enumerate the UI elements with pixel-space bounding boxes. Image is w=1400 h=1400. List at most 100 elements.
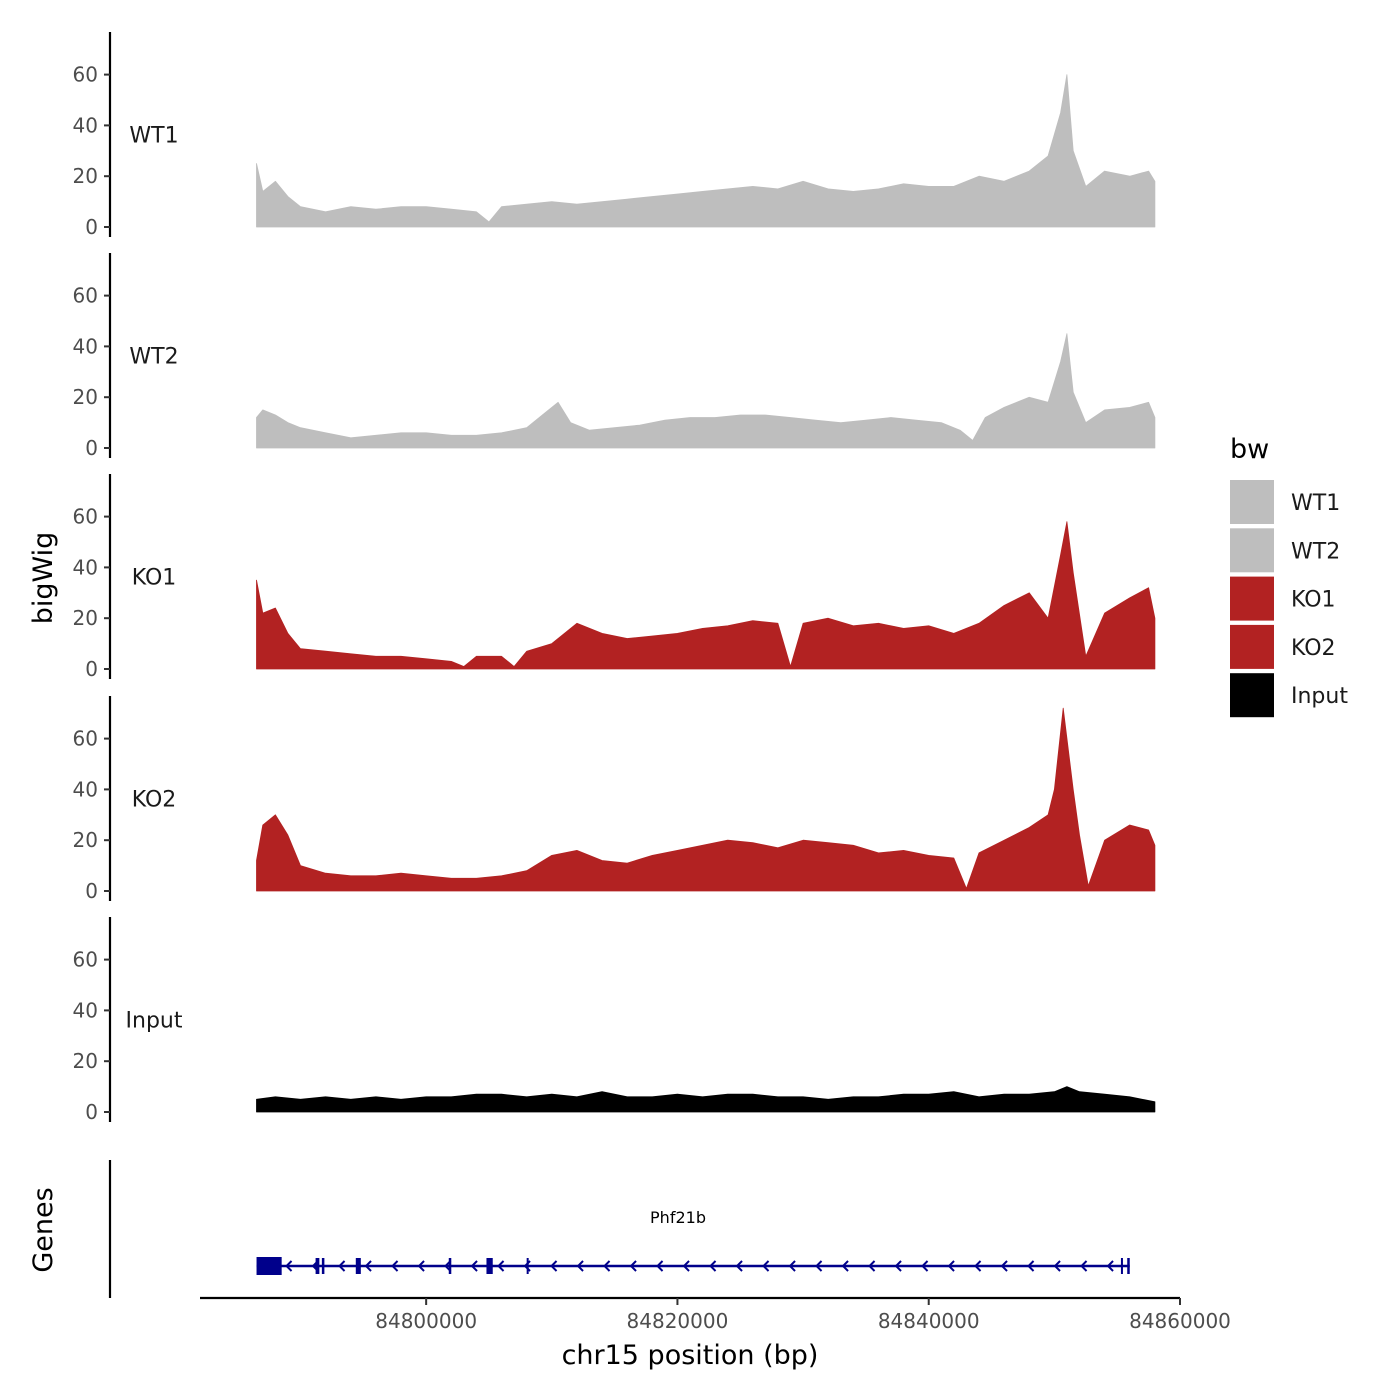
legend-item-input: Input bbox=[1230, 673, 1348, 718]
strand-arrow bbox=[815, 1260, 823, 1272]
genes-axis-title: Genes bbox=[28, 1187, 59, 1272]
y-tick-label: 0 bbox=[85, 1100, 98, 1124]
strand-arrow bbox=[868, 1260, 876, 1272]
panel-wt2: 0 20 40 60 WT2 bbox=[73, 253, 1156, 460]
y-tick-label: 0 bbox=[85, 879, 98, 903]
strand-arrow bbox=[470, 1260, 478, 1272]
gene-exon bbox=[1127, 1258, 1130, 1274]
legend-swatch bbox=[1230, 673, 1274, 718]
legend-title: bw bbox=[1230, 434, 1269, 465]
strand-arrow bbox=[682, 1260, 690, 1272]
y-tick-label: 40 bbox=[73, 777, 98, 801]
y-tick-label: 60 bbox=[73, 948, 98, 972]
strand-arrow bbox=[735, 1260, 743, 1272]
y-tick-label: 0 bbox=[85, 215, 98, 239]
strand-arrow bbox=[338, 1260, 346, 1272]
track-label-wt2: WT2 bbox=[129, 344, 178, 369]
signal-area-wt2 bbox=[256, 333, 1156, 449]
track-label-ko1: KO1 bbox=[132, 565, 177, 590]
y-tick-label: 40 bbox=[73, 998, 98, 1022]
track-label-wt1: WT1 bbox=[129, 123, 178, 148]
y-tick-label: 20 bbox=[73, 385, 98, 409]
x-tick-label: 84800000 bbox=[375, 1309, 477, 1333]
strand-arrow bbox=[1027, 1260, 1035, 1272]
strand-arrow bbox=[921, 1260, 929, 1272]
gene-exon bbox=[256, 1257, 282, 1275]
strand-arrow bbox=[603, 1260, 611, 1272]
strand-arrow bbox=[364, 1260, 372, 1272]
strand-arrow bbox=[629, 1260, 637, 1272]
signal-area-ko2 bbox=[256, 707, 1156, 892]
gene-exon bbox=[526, 1258, 529, 1274]
x-axis-title: chr15 position (bp) bbox=[562, 1340, 819, 1371]
y-tick-label: 40 bbox=[73, 555, 98, 579]
track-label-ko2: KO2 bbox=[132, 787, 177, 812]
legend-item-wt2: WT2 bbox=[1230, 528, 1340, 573]
y-tick-label: 40 bbox=[73, 113, 98, 137]
track-label-input: Input bbox=[126, 1008, 183, 1033]
panel-ko2: 0 20 40 60 KO2 bbox=[73, 696, 1156, 903]
legend-label: WT1 bbox=[1291, 491, 1340, 516]
y-tick-label: 60 bbox=[73, 284, 98, 308]
strand-arrow bbox=[1106, 1260, 1114, 1272]
strand-arrow bbox=[788, 1260, 796, 1272]
legend-label: WT2 bbox=[1291, 539, 1340, 564]
gene-exon bbox=[321, 1258, 325, 1274]
legend-swatch bbox=[1230, 480, 1274, 524]
gene-exon bbox=[355, 1258, 361, 1274]
strand-arrow bbox=[947, 1260, 955, 1272]
legend-item-wt1: WT1 bbox=[1230, 480, 1340, 524]
strand-arrow bbox=[550, 1260, 558, 1272]
signal-area-ko1 bbox=[256, 521, 1156, 670]
gene-exon bbox=[486, 1258, 493, 1274]
strand-arrow bbox=[656, 1260, 664, 1272]
y-tick-label: 20 bbox=[73, 828, 98, 852]
signal-area-wt1 bbox=[256, 74, 1156, 228]
strand-arrow bbox=[1053, 1260, 1061, 1272]
gene-exon bbox=[1120, 1258, 1123, 1274]
gene-track: Phf21b bbox=[108, 1160, 1130, 1298]
legend-item-ko2: KO2 bbox=[1230, 624, 1336, 669]
legend-swatch bbox=[1230, 528, 1274, 573]
gene-exon bbox=[315, 1258, 320, 1274]
strand-arrow bbox=[1080, 1260, 1088, 1272]
y-axis-title: bigWig bbox=[28, 532, 59, 625]
y-tick-label: 60 bbox=[73, 727, 98, 751]
signal-area-input bbox=[256, 1086, 1156, 1113]
legend-label: Input bbox=[1291, 684, 1348, 709]
legend-label: KO1 bbox=[1291, 588, 1336, 613]
strand-arrow bbox=[1000, 1260, 1008, 1272]
gene-name-label: Phf21b bbox=[650, 1208, 706, 1227]
panel-ko1: 0 20 40 60 KO1 bbox=[73, 474, 1156, 681]
legend-swatch bbox=[1230, 624, 1274, 669]
strand-arrow bbox=[709, 1260, 717, 1272]
y-tick-label: 0 bbox=[85, 436, 98, 460]
y-tick-label: 20 bbox=[73, 164, 98, 188]
legend-label: KO2 bbox=[1291, 636, 1336, 661]
gene-exon bbox=[448, 1258, 452, 1274]
legend-items: WT1 WT2 KO1 KO2 Input bbox=[1230, 480, 1348, 718]
y-tick-label: 60 bbox=[73, 63, 98, 87]
strand-arrow bbox=[417, 1260, 425, 1272]
legend-item-ko1: KO1 bbox=[1230, 576, 1336, 621]
strand-arrow bbox=[576, 1260, 584, 1272]
legend-swatch bbox=[1230, 576, 1274, 621]
panel-wt1: 0 20 40 60 WT1 bbox=[73, 32, 1156, 239]
strand-arrow bbox=[974, 1260, 982, 1272]
y-tick-label: 0 bbox=[85, 657, 98, 681]
strand-arrow bbox=[762, 1260, 770, 1272]
y-tick-label: 60 bbox=[73, 505, 98, 529]
y-tick-label: 20 bbox=[73, 606, 98, 630]
signal-panels: 0 20 40 60 WT1 0 20 40 60 WT2 0 20 40 60 KO1 0 20 40 60 KO2… bbox=[73, 32, 1156, 1124]
x-tick-label: 84820000 bbox=[627, 1309, 729, 1333]
strand-arrow bbox=[894, 1260, 902, 1272]
x-tick-label: 84860000 bbox=[1129, 1309, 1231, 1333]
strand-arrow bbox=[391, 1260, 399, 1272]
strand-arrow bbox=[497, 1260, 505, 1272]
legend: bw WT1 WT2 KO1 KO2 Input bbox=[1230, 434, 1348, 718]
y-tick-label: 40 bbox=[73, 334, 98, 358]
y-tick-label: 20 bbox=[73, 1049, 98, 1073]
strand-arrow bbox=[285, 1260, 293, 1272]
